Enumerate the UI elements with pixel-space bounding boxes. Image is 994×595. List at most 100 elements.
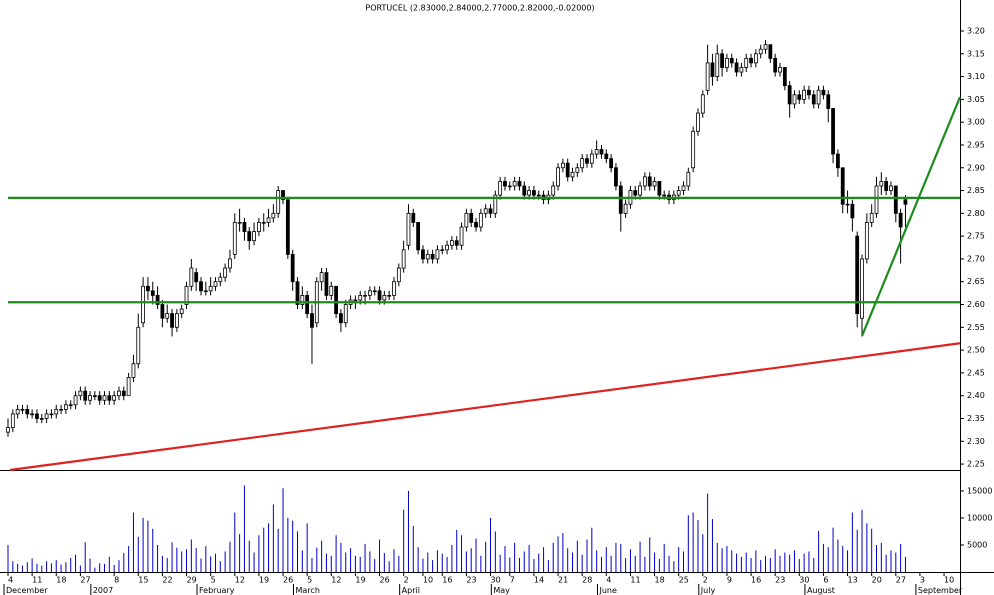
month-label: May (493, 586, 510, 595)
candle-body (329, 285, 334, 296)
volume-bar (552, 542, 554, 572)
volume-bar (774, 549, 776, 572)
volume-bar (398, 555, 400, 572)
candle-body (739, 67, 744, 73)
volume-bar (562, 533, 564, 572)
volume-bar (533, 559, 535, 572)
x-tick-label: 2 (703, 576, 708, 585)
candle-body (363, 295, 367, 297)
candle-body (305, 295, 310, 315)
volume-bar (499, 554, 501, 572)
candle-body (430, 253, 435, 260)
candle-body (300, 295, 305, 305)
candle-body (30, 413, 35, 416)
volume-bar (142, 517, 144, 572)
volume-bar (383, 553, 385, 572)
volume-bar (615, 542, 617, 572)
candle-body (377, 290, 382, 301)
volume-bar (297, 531, 298, 572)
candle-body (469, 212, 474, 223)
candle-body (295, 281, 300, 305)
candle-body (488, 208, 493, 214)
y-tick-label: 2.55 (967, 323, 985, 332)
candle-body (778, 67, 782, 73)
x-tick-label: 7 (510, 576, 515, 585)
candle-body (440, 249, 445, 252)
volume-bar (750, 557, 752, 572)
candle-body (141, 285, 146, 324)
volume-bar (861, 509, 863, 572)
volume-bar (7, 544, 9, 572)
volume-tick-label: 10000 (967, 513, 992, 522)
candle-body (170, 313, 174, 328)
volume-bar (446, 556, 448, 572)
candle-body (406, 212, 411, 246)
candle-body (580, 158, 585, 169)
x-tick-label: 6 (823, 576, 828, 585)
volume-bar (851, 512, 853, 572)
trend-line (861, 96, 961, 337)
volume-bar (634, 555, 636, 572)
x-tick-label: 19 (259, 576, 269, 585)
volume-bar (321, 540, 323, 572)
volume-bar (316, 547, 318, 572)
volume-bar (798, 559, 800, 572)
volume-bar (813, 557, 815, 572)
volume-bar (330, 555, 332, 572)
volume-bar (190, 539, 192, 572)
candle-body (435, 249, 440, 260)
candle-body (189, 267, 194, 287)
candle-body (599, 149, 604, 155)
candle-body (290, 253, 295, 283)
volume-bar (639, 541, 641, 572)
volume-bar (827, 547, 829, 572)
candle-body (749, 57, 753, 64)
volume-bar (46, 561, 48, 572)
volume-bar (200, 558, 202, 572)
volume-tick-label: 15000 (967, 486, 992, 495)
x-tick-label: 26 (283, 576, 293, 585)
volume-bar (644, 556, 646, 572)
volume-bar (171, 542, 173, 572)
volume-bar (152, 528, 154, 572)
candle-body (647, 176, 652, 187)
candle-body (445, 244, 449, 251)
x-tick-label: 18 (56, 576, 66, 585)
volume-bar (311, 557, 313, 572)
volume-bar (803, 553, 805, 572)
volume-bar (721, 548, 723, 572)
candle-body (285, 199, 290, 255)
candle-body (117, 390, 121, 397)
volume-bar (263, 527, 265, 572)
candle-body (126, 377, 131, 397)
x-tick-label: 5 (307, 576, 312, 585)
y-tick-label: 2.70 (967, 254, 985, 263)
volume-bar (673, 561, 675, 572)
volume-bar (518, 557, 520, 572)
volume-bar (393, 549, 395, 572)
volume-bar (837, 539, 839, 572)
x-tick-label: 8 (114, 576, 119, 585)
x-tick-label: 20 (872, 576, 882, 585)
x-tick-label: 11 (32, 576, 42, 585)
volume-bar (21, 565, 23, 572)
candle-body (826, 94, 831, 109)
candle-body (54, 408, 59, 415)
x-tick-label: 2 (404, 576, 409, 585)
volume-bar (31, 558, 33, 572)
candle-body (893, 185, 898, 214)
volume-bar (441, 553, 443, 572)
candle-body (155, 295, 160, 305)
candle-body (850, 203, 855, 219)
candle-body (281, 190, 285, 201)
volume-bar (731, 550, 733, 572)
candle-body (358, 295, 363, 301)
volume-bar (538, 553, 540, 572)
x-tick-label: 29 (187, 576, 197, 585)
volume-bar (432, 560, 434, 572)
candle-body (869, 212, 874, 223)
x-tick-label: 4 (606, 576, 611, 585)
candle-body (753, 53, 758, 64)
candle-body (44, 413, 49, 419)
volume-tick-label: 5000 (967, 540, 987, 549)
